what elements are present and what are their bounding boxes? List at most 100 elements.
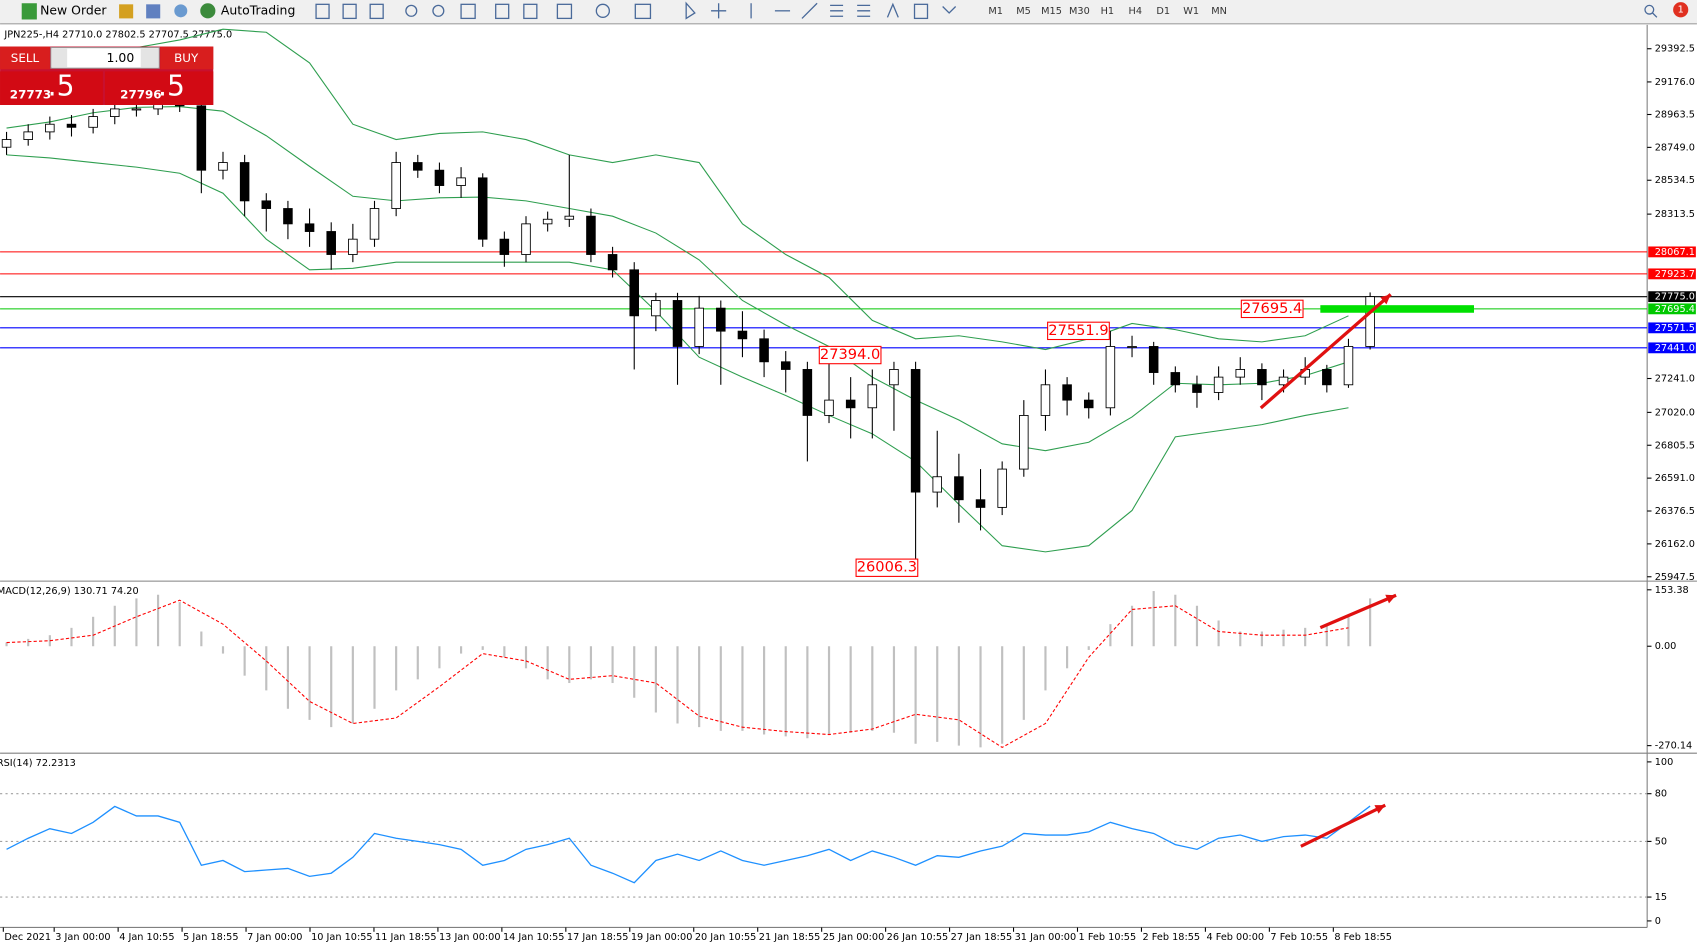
y-tick-label: 26805.5 (1655, 440, 1695, 451)
y-tick-label: 0.00 (1655, 641, 1677, 652)
lot-input[interactable] (50, 47, 160, 69)
timeframe-button[interactable]: W1 (1183, 6, 1199, 17)
price-annotation: 27695.4 (1242, 300, 1302, 317)
candle-body (456, 177, 466, 186)
timeframe-button[interactable]: H4 (1129, 6, 1143, 17)
trend-arrow (1300, 803, 1386, 848)
candle-body (1040, 384, 1051, 416)
candle-body (348, 238, 358, 255)
y-tick-label: 80 (1655, 789, 1667, 800)
macd-header: MACD(12,26,9) 130.71 74.20 (0, 586, 139, 597)
y-tick-label: 15 (1655, 892, 1667, 903)
candle-body (997, 468, 1007, 508)
y-tick-label: 27020.0 (1655, 407, 1695, 418)
price-level-label: 27441.0 (1655, 343, 1695, 354)
x-tick-label: 10 Jan 10:55 (311, 932, 373, 943)
sell-label[interactable]: SELL (11, 51, 40, 65)
lot-value[interactable]: 1.00 (107, 50, 135, 65)
candle-body (932, 476, 943, 493)
panes (0, 24, 1697, 928)
x-tick-label: 31 Jan 00:00 (1015, 932, 1077, 943)
trend-arrow-head (1374, 805, 1386, 814)
price-level-tag (1648, 303, 1696, 315)
x-tick-label: 19 Jan 00:00 (631, 932, 693, 943)
y-tick-label: 29176.0 (1655, 77, 1695, 88)
candle-body (45, 123, 55, 133)
lot-spinner[interactable] (140, 48, 159, 68)
price-level-tag (1648, 268, 1696, 280)
toolbar (0, 0, 1697, 24)
candle-body (1, 139, 12, 148)
y-tick-label: 26162.0 (1655, 539, 1695, 550)
candle-body (607, 254, 618, 271)
ask-price-pips[interactable]: .5 (158, 70, 185, 103)
autotrading-icon[interactable] (200, 3, 216, 19)
toolbar-icon[interactable] (119, 4, 134, 19)
candle-body (629, 269, 639, 317)
price-level-label: 27775.0 (1655, 292, 1695, 303)
candle-body (1105, 346, 1116, 409)
candle-body (910, 369, 921, 493)
toolbar-icon[interactable] (174, 4, 188, 18)
timeframe-button[interactable]: D1 (1156, 6, 1170, 17)
x-tick-label: 11 Jan 18:55 (375, 932, 437, 943)
candle-body (434, 169, 445, 186)
candle-body (196, 105, 207, 171)
timeframe-button[interactable]: MN (1211, 6, 1227, 17)
x-tick-label: 7 Feb 10:55 (1270, 932, 1328, 943)
price-level-label: 28067.1 (1655, 247, 1695, 258)
timeframe-button[interactable]: H1 (1101, 6, 1115, 17)
price-level-label: 27923.7 (1655, 269, 1695, 280)
candle-body (845, 399, 856, 409)
y-tick-label: 27241.0 (1655, 374, 1695, 385)
x-tick-label: 27 Jan 18:55 (951, 932, 1013, 943)
candle-body (110, 108, 120, 117)
toolbar-icon[interactable] (146, 4, 161, 19)
bid-price[interactable]: 27773 (10, 88, 51, 102)
y-tick-label: 26591.0 (1655, 473, 1695, 484)
x-tick-label: 25 Jan 00:00 (823, 932, 885, 943)
buy-button[interactable] (160, 46, 214, 70)
y-tick-label: 28534.5 (1655, 175, 1695, 186)
candle-body (218, 162, 228, 171)
macd-signal-line (6, 599, 1349, 749)
candle-body (564, 215, 575, 220)
x-tick-label: 4 Jan 10:55 (119, 932, 174, 943)
candle-body (1235, 369, 1246, 378)
candle-body (239, 162, 250, 202)
timeframe-button[interactable]: M5 (1016, 6, 1031, 17)
candle-body (542, 218, 553, 225)
candle-body (1343, 346, 1354, 386)
buy-label[interactable]: BUY (174, 51, 199, 65)
bid-box[interactable] (0, 71, 103, 105)
x-tick-label: 8 Feb 18:55 (1334, 932, 1392, 943)
notification-count[interactable]: 1 (1678, 5, 1684, 16)
candle-body (1148, 346, 1159, 373)
ask-price[interactable]: 27796 (120, 88, 161, 102)
y-tick-label: 28963.5 (1655, 109, 1695, 120)
new-order-button[interactable]: New Order (40, 2, 107, 17)
sell-button[interactable] (0, 46, 50, 70)
y-tick-label: 50 (1655, 836, 1667, 847)
price-level-tag (1648, 291, 1696, 303)
y-tick-label: 28313.5 (1655, 209, 1695, 220)
autotrading-button[interactable]: AutoTrading (221, 2, 296, 17)
timeframe-button[interactable]: M15 (1041, 6, 1062, 17)
new-order-icon[interactable] (21, 3, 37, 20)
price-level-tag (1648, 322, 1696, 334)
candle-body (824, 399, 834, 416)
trend-arrow (1319, 593, 1397, 630)
price-annotation-box (855, 558, 919, 577)
toolbar-icons[interactable] (315, 1, 1658, 20)
y-tick-label: 153.38 (1655, 585, 1689, 596)
notification-badge[interactable] (1673, 2, 1689, 18)
timeframe-button[interactable]: M1 (988, 6, 1003, 17)
y-tick-label: -270.14 (1655, 741, 1693, 752)
lot-spinner[interactable] (52, 48, 68, 68)
timeframe-button[interactable]: M30 (1069, 6, 1090, 17)
bid-price-pips[interactable]: .5 (48, 70, 75, 103)
candle-body (413, 162, 423, 171)
candle-body (780, 361, 791, 370)
ask-box[interactable] (105, 71, 214, 105)
candle-body (261, 200, 272, 209)
